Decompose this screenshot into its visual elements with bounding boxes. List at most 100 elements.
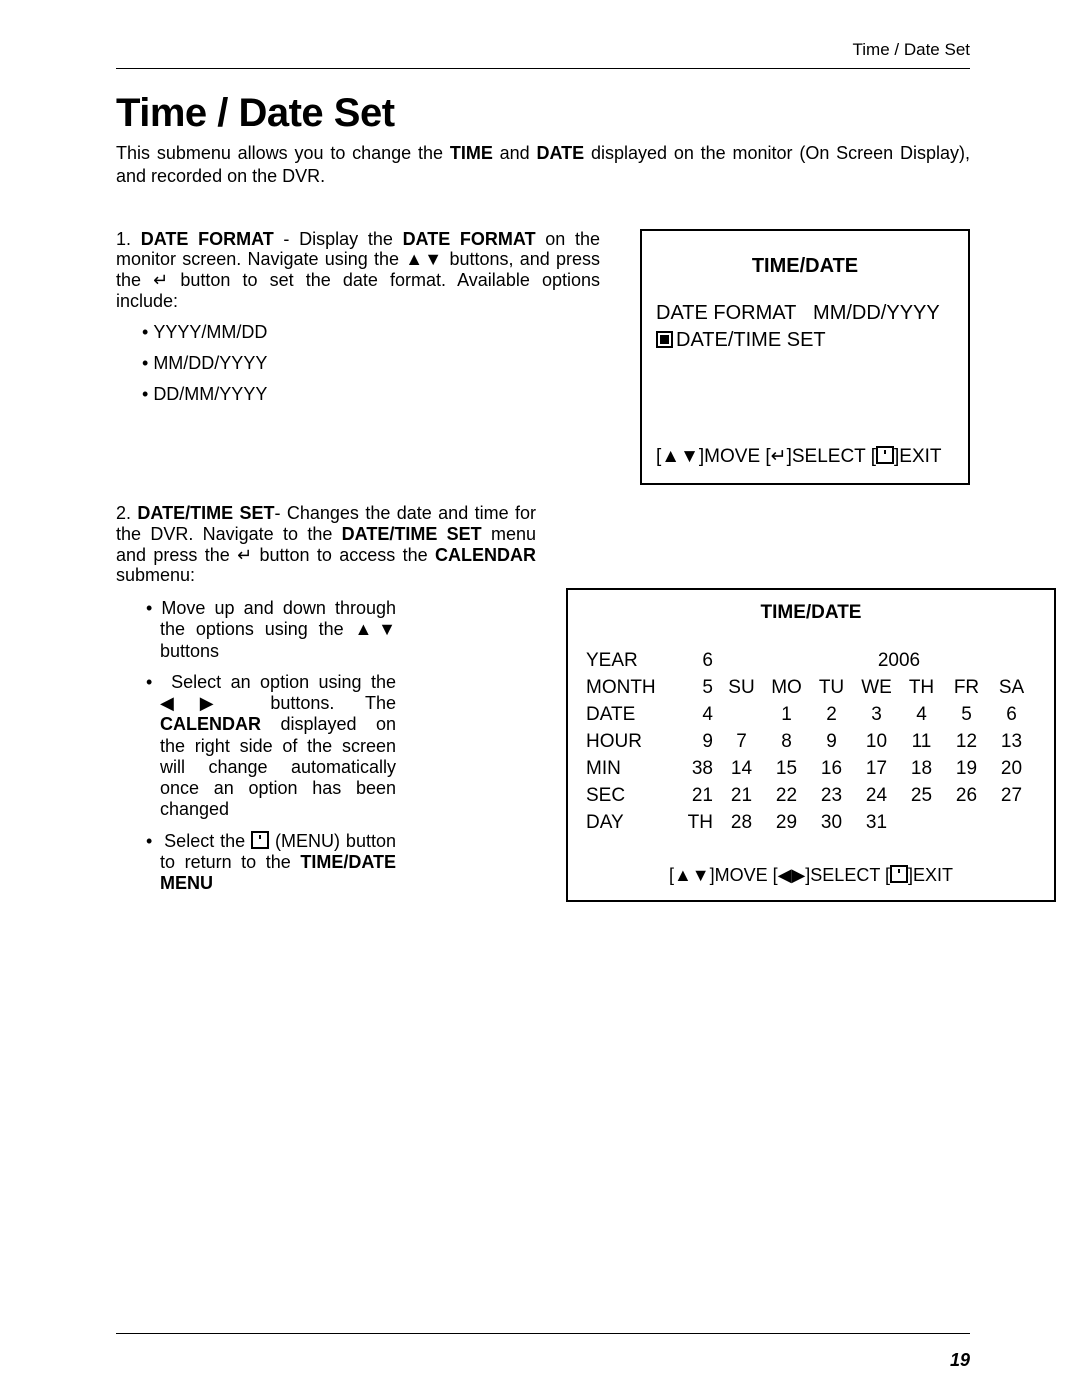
page: Time / Date Set Time / Date Set This sub… [0, 0, 1080, 904]
menu-icon [251, 831, 269, 849]
val-sec: 21 [671, 783, 719, 810]
val-day: TH [671, 810, 719, 837]
c42: 30 [809, 810, 854, 837]
list-number-1: 1. [116, 229, 141, 249]
datetime-set-t3: submenu: [116, 565, 195, 585]
panel2-nav-hint: [▲▼]MOVE [◀▶]SELECT [ ]EXIT [586, 865, 1036, 886]
intro-bold-time: TIME [450, 143, 493, 163]
panel1-dateformat-value: MM/DD/YYYY [813, 302, 940, 324]
lbl-hour: HOUR [586, 729, 671, 756]
datetime-set-paragraph: 2. DATE/TIME SET- Changes the date and t… [116, 503, 536, 586]
c11: 8 [764, 729, 809, 756]
lbl-min: MIN [586, 756, 671, 783]
panel1-nav-b: ]EXIT [894, 446, 942, 467]
osd-panel-1: TIME/DATE DATE FORMAT MM/DD/YYYY DATE/TI… [640, 229, 970, 486]
datetime-set-b1: DATE/TIME SET [137, 503, 274, 523]
c26: 20 [989, 756, 1034, 783]
date-format-text-a: - Display the [274, 229, 403, 249]
c33: 24 [854, 783, 899, 810]
val-month: 5 [671, 675, 719, 702]
val-date: 4 [671, 702, 719, 729]
c20: 14 [719, 756, 764, 783]
lbl-sec: SEC [586, 783, 671, 810]
c00 [719, 702, 764, 729]
c23: 17 [854, 756, 899, 783]
dow-mo: MO [764, 675, 809, 702]
c21: 15 [764, 756, 809, 783]
c06: 6 [989, 702, 1034, 729]
menu-icon [890, 865, 908, 883]
c36: 27 [989, 783, 1034, 810]
val-year: 6 [671, 648, 719, 675]
calendar-year: 2006 [764, 648, 1034, 675]
panel1-dateformat-label: DATE FORMAT [656, 302, 796, 324]
intro-pre: This submenu allows you to change the [116, 143, 450, 163]
header-label: Time / Date Set [116, 40, 970, 60]
date-format-options: YYYY/MM/DD MM/DD/YYYY DD/MM/YYYY [142, 322, 600, 405]
c01: 1 [764, 702, 809, 729]
c10: 7 [719, 729, 764, 756]
sub-bullet-1: Move up and down through the options usi… [146, 598, 396, 662]
dow-tu: TU [809, 675, 854, 702]
page-number: 19 [950, 1350, 970, 1371]
intro-paragraph: This submenu allows you to change the TI… [116, 142, 970, 189]
panel1-datetimeset-label: DATE/TIME SET [676, 329, 826, 351]
val-min: 38 [671, 756, 719, 783]
datetime-set-b3: CALENDAR [435, 545, 536, 565]
c45 [944, 810, 989, 837]
c25: 19 [944, 756, 989, 783]
datetime-subbullets: Move up and down through the options usi… [146, 598, 396, 894]
date-format-label1: DATE FORMAT [141, 229, 274, 249]
c24: 18 [899, 756, 944, 783]
dow-fr: FR [944, 675, 989, 702]
c15: 12 [944, 729, 989, 756]
c41: 29 [764, 810, 809, 837]
section-2-text: 2. DATE/TIME SET- Changes the date and t… [116, 503, 536, 904]
panel2-wrap: TIME/DATE YEAR 6 2006 MONTH 5 SU MO TU W… [566, 503, 1056, 902]
top-rule [116, 68, 970, 69]
c44 [899, 810, 944, 837]
bottom-rule [116, 1333, 970, 1334]
panel1-row-datetimeset: DATE/TIME SET [656, 327, 954, 354]
c46 [989, 810, 1034, 837]
c22: 16 [809, 756, 854, 783]
dow-th: TH [899, 675, 944, 702]
c34: 25 [899, 783, 944, 810]
section-1: 1. DATE FORMAT - Display the DATE FORMAT… [116, 229, 970, 486]
stop-icon [656, 331, 673, 348]
panel1-row-dateformat: DATE FORMAT MM/DD/YYYY [656, 300, 954, 327]
c13: 10 [854, 729, 899, 756]
osd-panel-2: TIME/DATE YEAR 6 2006 MONTH 5 SU MO TU W… [566, 588, 1056, 902]
intro-bold-date: DATE [537, 143, 585, 163]
c05: 5 [944, 702, 989, 729]
menu-icon [876, 446, 894, 464]
section-1-text: 1. DATE FORMAT - Display the DATE FORMAT… [116, 229, 600, 415]
c14: 11 [899, 729, 944, 756]
c12: 9 [809, 729, 854, 756]
lbl-year: YEAR [586, 648, 671, 675]
date-format-label2: DATE FORMAT [403, 229, 536, 249]
lbl-month: MONTH [586, 675, 671, 702]
lbl-day: DAY [586, 810, 671, 837]
date-format-paragraph: 1. DATE FORMAT - Display the DATE FORMAT… [116, 229, 600, 312]
page-title: Time / Date Set [116, 91, 970, 136]
dow-we: WE [854, 675, 899, 702]
lbl-date: DATE [586, 702, 671, 729]
c32: 23 [809, 783, 854, 810]
dow-su: SU [719, 675, 764, 702]
panel2-nav-b: ]EXIT [908, 865, 953, 885]
c40: 28 [719, 810, 764, 837]
dow-sa: SA [989, 675, 1034, 702]
c16: 13 [989, 729, 1034, 756]
sub-bullet-2: Select an option using the ◀▶ buttons. T… [146, 672, 396, 821]
c35: 26 [944, 783, 989, 810]
panel2-nav-a: [▲▼]MOVE [◀▶]SELECT [ [669, 865, 890, 885]
sub2-a: Select an option using the ◀▶ buttons. T… [160, 672, 396, 713]
val-hour: 9 [671, 729, 719, 756]
panel1-title: TIME/DATE [656, 253, 954, 280]
sub3-a: Select the [164, 831, 251, 851]
c30: 21 [719, 783, 764, 810]
format-option-2: MM/DD/YYYY [142, 353, 600, 374]
time-calendar-grid: YEAR 6 2006 MONTH 5 SU MO TU WE TH FR SA… [586, 648, 1036, 837]
sub2-b: CALENDAR [160, 714, 261, 734]
